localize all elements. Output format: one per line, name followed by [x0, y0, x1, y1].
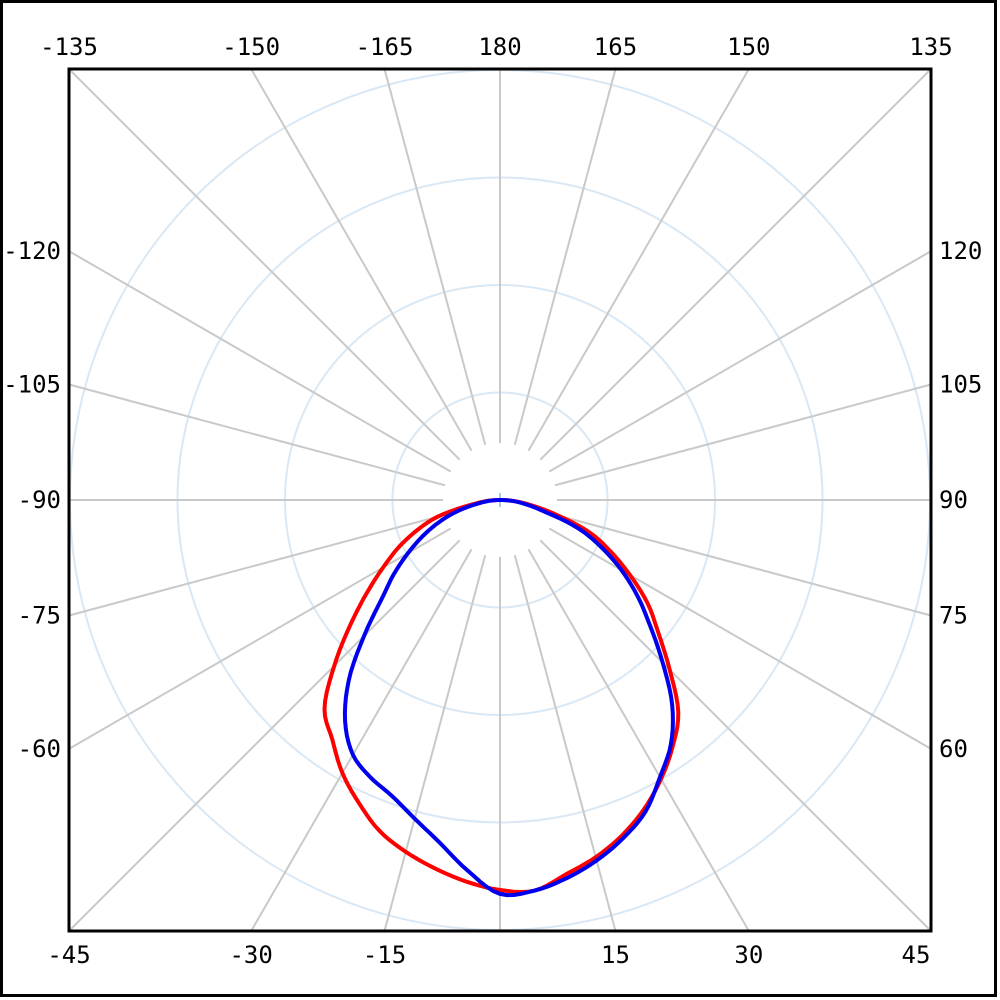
grid-radial-line — [548, 527, 932, 750]
grid-radial-line — [527, 548, 750, 932]
grid-radial-line — [539, 539, 932, 932]
angle-label-90: 90 — [939, 486, 968, 514]
angle-label--105: -105 — [3, 371, 61, 399]
curve-red — [322, 498, 681, 894]
angle-labels: -135 -150 -165 180 165 150 135 120 105 90 75 60 45 30… — [3, 33, 982, 969]
angle-label--120: -120 — [3, 237, 61, 265]
angle-label--15: -15 — [363, 941, 406, 969]
angle-label-15: 15 — [601, 941, 630, 969]
grid-radial-line — [68, 250, 452, 473]
grid-radial-line — [527, 68, 750, 452]
grid-radial-line — [548, 250, 932, 473]
angle-label-105: 105 — [939, 371, 982, 399]
angle-label-75: 75 — [939, 601, 968, 629]
angle-label-135: 135 — [909, 33, 952, 61]
grid-radial-line — [554, 383, 932, 487]
angle-label-150: 150 — [727, 33, 770, 61]
grid-radial-line — [539, 68, 932, 461]
angle-label-60: 60 — [939, 735, 968, 763]
angle-label--150: -150 — [222, 33, 280, 61]
angle-label--90: -90 — [18, 486, 61, 514]
grid-radial-line — [513, 554, 617, 932]
angle-label--60: -60 — [18, 735, 61, 763]
grid-radial-line — [513, 68, 617, 446]
grid-radial-line — [383, 554, 487, 932]
plot-border — [67, 67, 933, 933]
angle-label-45: 45 — [902, 941, 931, 969]
grid-radial-line — [68, 383, 446, 487]
grid-radial-line — [250, 548, 473, 932]
grid-radial-line — [383, 68, 487, 446]
angle-label-30: 30 — [734, 941, 763, 969]
grid-radial-line — [68, 539, 461, 932]
angle-label--75: -75 — [18, 601, 61, 629]
grid-radial-line — [250, 68, 473, 452]
angle-label--165: -165 — [356, 33, 414, 61]
angle-label--30: -30 — [229, 941, 272, 969]
intensity-curves — [322, 498, 681, 898]
angle-label-165: 165 — [594, 33, 637, 61]
curve-blue — [342, 498, 675, 898]
angle-label--45: -45 — [47, 941, 90, 969]
angle-label-180: 180 — [478, 33, 521, 61]
grid-radial-line — [68, 513, 446, 617]
angle-label-120: 120 — [939, 237, 982, 265]
grid-radial-line — [554, 513, 932, 617]
grid-radial-line — [68, 68, 461, 461]
angle-label--135: -135 — [40, 33, 98, 61]
